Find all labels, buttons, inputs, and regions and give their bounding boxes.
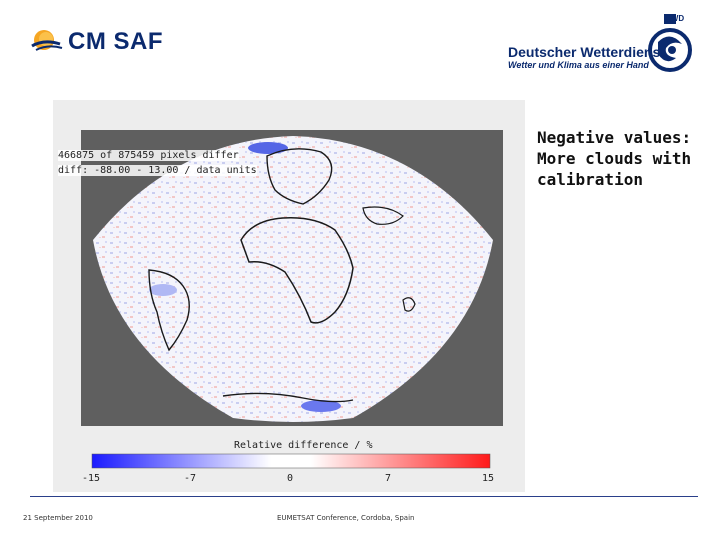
diff-range: diff: -88.00 - 13.00 / data units bbox=[58, 165, 257, 176]
footer-divider bbox=[30, 496, 698, 497]
colorbar-tick: -7 bbox=[183, 473, 197, 484]
coastline bbox=[402, 297, 416, 312]
annotation-line: calibration bbox=[537, 170, 643, 189]
cmsaf-logo-icon bbox=[31, 30, 63, 51]
negative-patch bbox=[149, 284, 177, 296]
coastline bbox=[222, 392, 354, 403]
colorbar-tick: 7 bbox=[384, 473, 392, 484]
coastline bbox=[362, 206, 404, 225]
annotation-line: Negative values: bbox=[537, 128, 692, 147]
footer-conference: EUMETSAT Conference, Cordoba, Spain bbox=[277, 514, 415, 522]
cmsaf-logo-text: CM SAF bbox=[68, 28, 163, 55]
dwd-name: Deutscher Wetterdienst bbox=[508, 44, 665, 60]
colorbar bbox=[91, 453, 491, 469]
negative-patch bbox=[248, 142, 288, 154]
dwd-logo-icon bbox=[648, 14, 692, 72]
earth-disk bbox=[93, 136, 493, 422]
colorbar-title: Relative difference / % bbox=[234, 440, 373, 451]
annotation-text: Negative values: More clouds with calibr… bbox=[537, 127, 717, 190]
coastline bbox=[266, 148, 333, 205]
coastline bbox=[148, 269, 190, 352]
pixel-diff-count: 466875 of 875459 pixels differ bbox=[58, 150, 239, 161]
difference-map bbox=[81, 130, 503, 469]
footer-date: 21 September 2010 bbox=[23, 514, 93, 522]
dwd-tag: DWD bbox=[665, 14, 685, 23]
colorbar-tick: 0 bbox=[286, 473, 294, 484]
coastline bbox=[240, 217, 354, 324]
negative-patch bbox=[301, 400, 341, 412]
colorbar-tick: 15 bbox=[481, 473, 495, 484]
colorbar-tick: -15 bbox=[81, 473, 101, 484]
dwd-slogan: Wetter und Klima aus einer Hand bbox=[508, 60, 649, 70]
annotation-line: More clouds with bbox=[537, 149, 692, 168]
